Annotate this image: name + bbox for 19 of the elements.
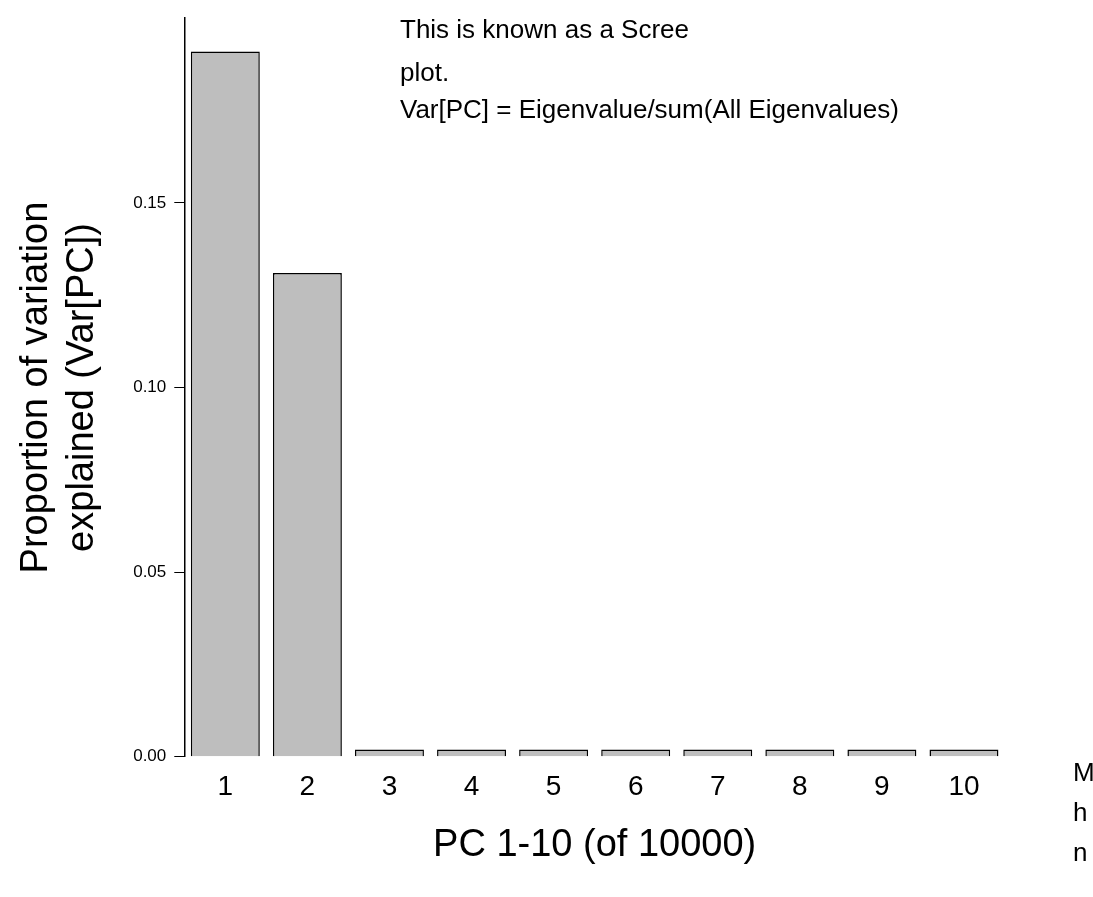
y-axis-title: Proportion of variation explained (Var[PC]) [13, 201, 101, 574]
annotation: This is known as a Scree plot. [400, 13, 690, 89]
x-tick-label: 9 [874, 770, 890, 802]
x-tick-label: 10 [948, 770, 980, 802]
text: M h n [1073, 756, 1093, 869]
annotation: Var[PC] = Eigenvalue/sum(All Eigenvalues) [400, 93, 899, 126]
x-tick-label: 1 [217, 770, 234, 802]
x-axis-title: PC 1-10 (of 10000) [433, 821, 757, 864]
x-tick-label: 5 [545, 770, 562, 802]
x-tick-label: 2 [299, 770, 316, 802]
x-tick-label: 3 [381, 770, 398, 802]
y-tick-label: 0.15 [133, 192, 167, 212]
x-tick-label: 8 [792, 770, 808, 802]
y-tick-label: 0.00 [133, 746, 167, 766]
x-tick-label: 6 [627, 770, 644, 802]
y-tick-label: 0.10 [133, 377, 167, 397]
x-tick-label: 4 [463, 770, 480, 802]
y-tick-label: 0.05 [133, 561, 167, 581]
x-tick-label: 7 [709, 770, 726, 802]
